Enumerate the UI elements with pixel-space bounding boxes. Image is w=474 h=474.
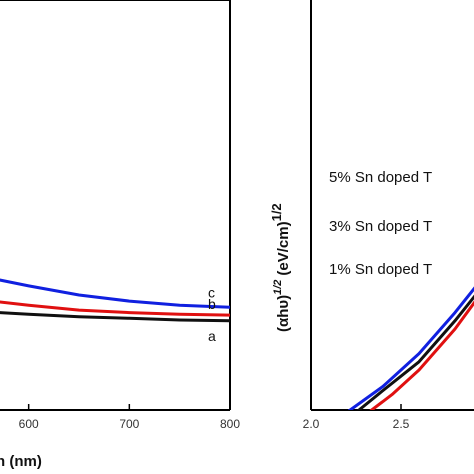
right-legend: 5% Sn doped T 3% Sn doped T 1% Sn doped … [329,169,432,278]
left-series-label-b: b [208,296,216,312]
left-series-line-c [0,278,230,309]
left-series-line-b [0,300,230,317]
right-series-line-0 [347,286,474,410]
right-plot-series [347,286,474,410]
left-curve-labels: cba [208,284,216,344]
legend-item-3pct: 3% Sn doped T [329,218,432,235]
right-y-axis-title: (αhυ)1/2(eV/cm)1/2 [269,203,292,332]
left-x-tick-label-2: 800 [220,417,240,431]
left-series-line-a [0,311,230,323]
left-series-label-c: c [208,284,215,300]
right-series-line-2 [356,294,474,410]
left-plot-frame [0,0,231,411]
right-x-tick-label-0: 2.0 [303,417,320,431]
right-x-tick-label-1: 2.5 [393,417,410,431]
left-plot-series [0,278,230,323]
y-title-sup-1: 1/2 [272,280,284,295]
left-x-axis-title: h (nm) [0,453,42,470]
right-plot-frame [310,0,474,411]
left-x-tick-label-0: 600 [19,417,39,431]
legend-item-1pct: 1% Sn doped T [329,261,432,278]
right-x-ticks: 2.02.53 [303,404,410,431]
y-title-base-2: (eV/cm) [275,221,292,275]
left-series-label-a: a [208,328,216,344]
right-series-line-1 [369,300,474,410]
y-title-sup-2: 1/2 [269,203,284,221]
legend-item-5pct: 5% Sn doped T [329,169,432,186]
svg-text:(αhυ)1/2(eV/cm)1/2: (αhυ)1/2(eV/cm)1/2 [269,203,292,332]
left-x-tick-label-1: 700 [119,417,139,431]
left-x-ticks: 600 700 800 [19,404,240,431]
y-title-base-1: (αhυ) [275,295,292,332]
